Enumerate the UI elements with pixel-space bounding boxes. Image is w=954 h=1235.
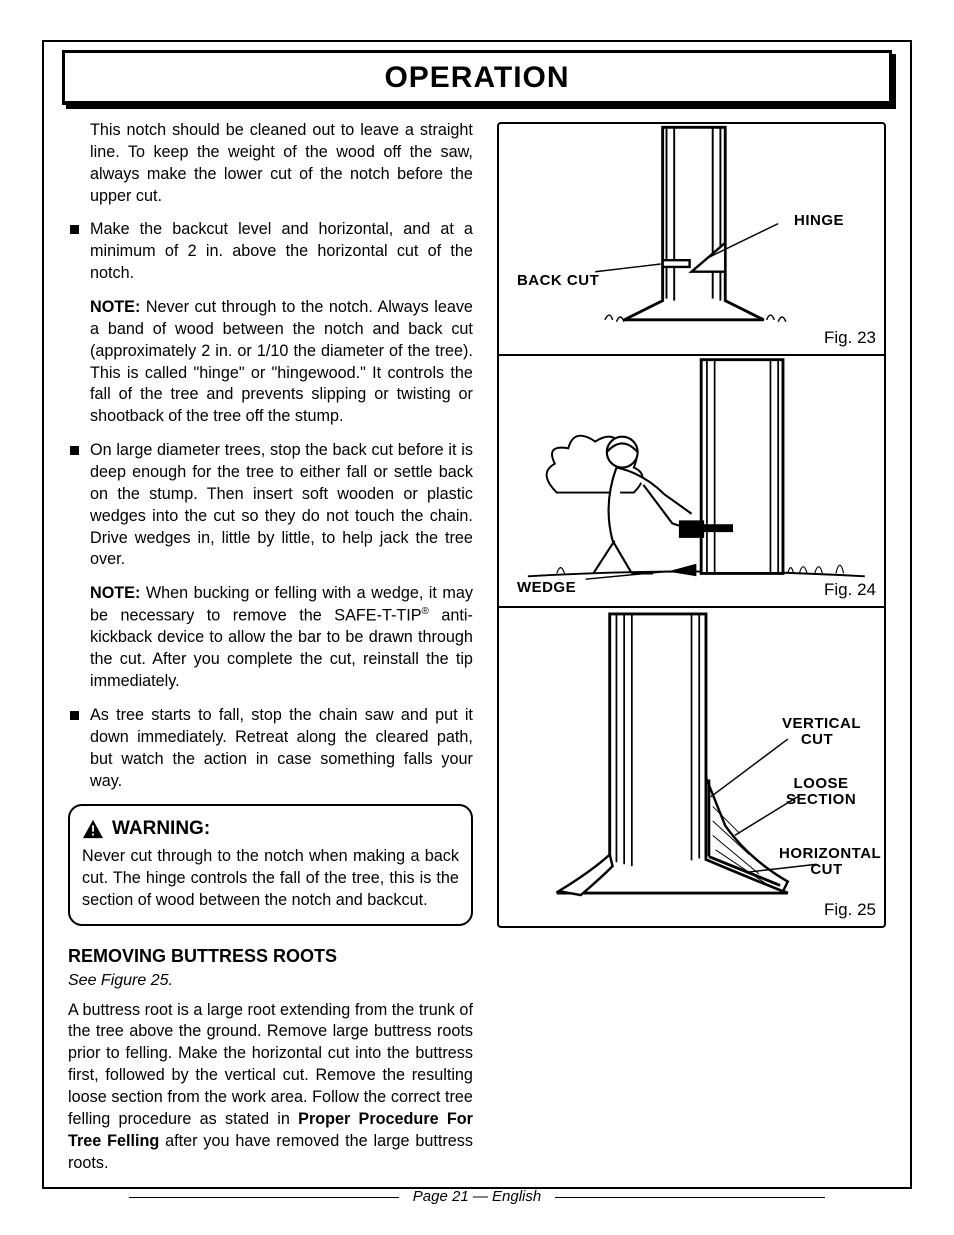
see-figure-ref: See Figure 25. xyxy=(68,970,473,992)
figure-25: VERTICAL CUT LOOSE SECTION HORIZONTAL CU… xyxy=(499,608,884,926)
right-column: BACK CUT HINGE Fig. 23 xyxy=(497,120,886,1179)
bullet-list: On large diameter trees, stop the back c… xyxy=(68,440,473,571)
warning-box: WARNING: Never cut through to the notch … xyxy=(68,804,473,925)
figure-23: BACK CUT HINGE Fig. 23 xyxy=(499,124,884,356)
footer-rule xyxy=(555,1197,825,1198)
section-title: OPERATION xyxy=(65,61,889,95)
bullet-list: As tree starts to fall, stop the chain s… xyxy=(68,705,473,792)
note-text: Never cut through to the notch. Always l… xyxy=(90,298,473,425)
list-item: As tree starts to fall, stop the chain s… xyxy=(68,705,473,792)
buttress-paragraph: A buttress root is a large root extendin… xyxy=(68,1000,473,1175)
label-loose-section: LOOSE SECTION xyxy=(786,776,856,808)
bullet-list: Make the backcut level and horizontal, a… xyxy=(68,219,473,285)
page-footer: Page 21 — English xyxy=(0,1188,954,1205)
figure-25-svg xyxy=(499,608,884,926)
left-column: This notch should be cleaned out to leav… xyxy=(68,120,473,1179)
label-back-cut: BACK CUT xyxy=(517,272,599,289)
content-area: This notch should be cleaned out to leav… xyxy=(68,120,886,1179)
subsection-heading: REMOVING BUTTRESS ROOTS xyxy=(68,944,473,968)
figure-25-caption: Fig. 25 xyxy=(824,900,876,920)
figure-24: WEDGE Fig. 24 xyxy=(499,356,884,608)
note-label: NOTE: xyxy=(90,298,140,316)
figure-24-caption: Fig. 24 xyxy=(824,580,876,600)
figures-container: BACK CUT HINGE Fig. 23 xyxy=(497,122,886,928)
list-item: Make the backcut level and horizontal, a… xyxy=(68,219,473,285)
figure-23-svg xyxy=(499,124,884,354)
list-item: On large diameter trees, stop the back c… xyxy=(68,440,473,571)
warning-icon xyxy=(82,819,104,839)
figure-24-svg xyxy=(499,356,884,606)
label-text: LOOSE SECTION xyxy=(786,776,856,808)
footer-text: Page 21 — English xyxy=(413,1188,541,1205)
warning-heading: WARNING: xyxy=(82,816,459,842)
buttress-text-a: A buttress root is a large root extendin… xyxy=(68,1001,473,1128)
section-title-box: OPERATION xyxy=(62,50,892,105)
label-text: VERTICAL CUT xyxy=(782,716,852,748)
registered-mark: ® xyxy=(422,606,429,617)
label-hinge: HINGE xyxy=(794,212,844,229)
note-1: NOTE: Never cut through to the notch. Al… xyxy=(90,297,473,428)
warning-body: Never cut through to the notch when maki… xyxy=(82,846,459,912)
footer-rule xyxy=(129,1197,399,1198)
label-text: HORIZONTAL CUT xyxy=(779,846,874,878)
warning-label: WARNING: xyxy=(112,816,210,842)
intro-paragraph: This notch should be cleaned out to leav… xyxy=(90,120,473,207)
note-2: NOTE: When bucking or felling with a wed… xyxy=(90,583,473,693)
note-text-a: When bucking or felling with a wedge, it… xyxy=(90,584,473,624)
label-vertical-cut: VERTICAL CUT xyxy=(782,716,852,748)
label-horizontal-cut: HORIZONTAL CUT xyxy=(779,846,874,878)
figure-23-caption: Fig. 23 xyxy=(824,328,876,348)
label-wedge: WEDGE xyxy=(517,579,576,596)
note-label: NOTE: xyxy=(90,584,140,602)
